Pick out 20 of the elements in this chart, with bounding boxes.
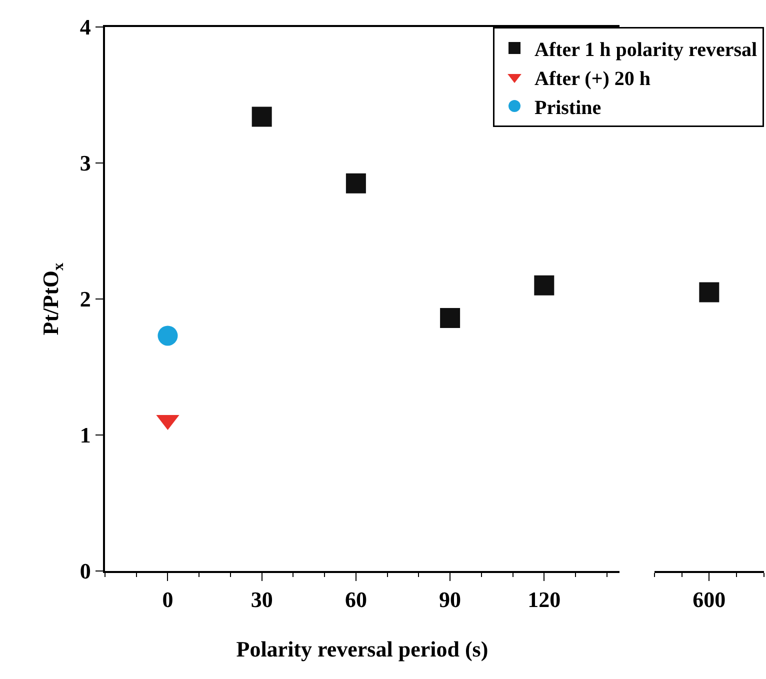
legend-label: Pristine [534, 96, 602, 119]
y-tick-label: 2 [80, 286, 91, 312]
x-tick-label: 0 [162, 587, 174, 612]
x-tick-label: 90 [439, 587, 462, 612]
x-tick-label: 60 [344, 587, 367, 612]
point [158, 326, 178, 346]
x-tick-label: 30 [250, 587, 273, 612]
y-tick-label: 0 [80, 558, 91, 584]
y-tick-label: 3 [80, 150, 91, 176]
y-tick-label: 4 [80, 14, 91, 40]
point [534, 275, 554, 296]
legend-label: After 1 h polarity reversal [534, 38, 758, 61]
legend-label: After (+) 20 h [534, 68, 650, 90]
x-tick-label: 600 [692, 587, 726, 612]
point [252, 106, 272, 127]
point [346, 173, 366, 194]
y-tick-label: 1 [80, 422, 91, 448]
x-axis-title: Polarity reversal period (s) [236, 636, 488, 662]
point [440, 308, 460, 328]
x-tick-label: 120 [528, 587, 561, 612]
